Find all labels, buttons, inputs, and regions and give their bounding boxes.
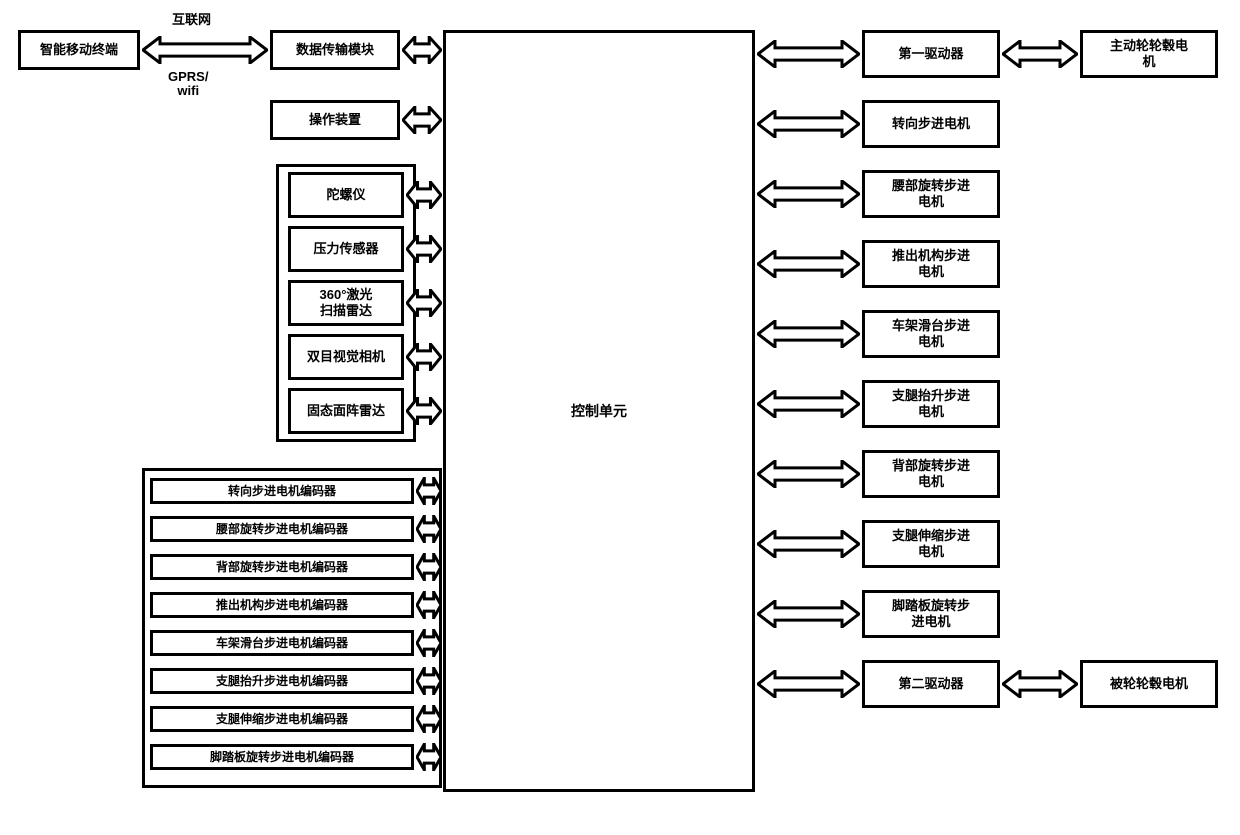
encoder-box-1: 腰部旋转步进电机编码器	[150, 516, 414, 542]
right-box-7: 支腿伸缩步进电机	[862, 520, 1000, 568]
left-upper-arrow-1	[402, 106, 442, 134]
right-arrow-l-8	[757, 600, 860, 628]
sensor-arrow-1	[406, 235, 442, 263]
encoder-box-5: 支腿抬升步进电机编码器	[150, 668, 414, 694]
right-extra-arrow-9	[1002, 670, 1078, 698]
right-extra-box-0: 主动轮轮毂电机	[1080, 30, 1218, 78]
right-arrow-l-7	[757, 530, 860, 558]
encoder-box-7: 脚踏板旋转步进电机编码器	[150, 744, 414, 770]
right-arrow-l-0	[757, 40, 860, 68]
encoder-arrow-0	[416, 477, 442, 505]
sensor-box-2: 360°激光扫描雷达	[288, 280, 404, 326]
encoder-arrow-4	[416, 629, 442, 657]
sensor-arrow-4	[406, 397, 442, 425]
encoder-arrow-7	[416, 743, 442, 771]
right-box-6: 背部旋转步进电机	[862, 450, 1000, 498]
left-upper-arrow-0	[402, 36, 442, 64]
annotation-gprs-wifi: GPRS/wifi	[168, 70, 208, 99]
sensor-arrow-0	[406, 181, 442, 209]
encoder-box-2: 背部旋转步进电机编码器	[150, 554, 414, 580]
right-extra-box-9: 被轮轮毂电机	[1080, 660, 1218, 708]
right-box-8: 脚踏板旋转步进电机	[862, 590, 1000, 638]
encoder-arrow-5	[416, 667, 442, 695]
left-upper-box-1: 操作装置	[270, 100, 400, 140]
sensor-box-1: 压力传感器	[288, 226, 404, 272]
right-arrow-l-9	[757, 670, 860, 698]
right-arrow-l-4	[757, 320, 860, 348]
right-box-9: 第二驱动器	[862, 660, 1000, 708]
right-box-5: 支腿抬升步进电机	[862, 380, 1000, 428]
right-box-1: 转向步进电机	[862, 100, 1000, 148]
sensor-arrow-3	[406, 343, 442, 371]
sensor-box-4: 固态面阵雷达	[288, 388, 404, 434]
right-box-0: 第一驱动器	[862, 30, 1000, 78]
right-arrow-l-6	[757, 460, 860, 488]
arrow-terminal-to-module	[142, 36, 268, 64]
right-arrow-l-3	[757, 250, 860, 278]
right-extra-arrow-0	[1002, 40, 1078, 68]
encoder-box-6: 支腿伸缩步进电机编码器	[150, 706, 414, 732]
right-arrow-l-1	[757, 110, 860, 138]
right-box-2: 腰部旋转步进电机	[862, 170, 1000, 218]
central-control-unit: 控制单元	[443, 30, 755, 792]
annotation-internet: 互联网	[172, 13, 211, 27]
smart-terminal-box: 智能移动终端	[18, 30, 140, 70]
right-arrow-l-5	[757, 390, 860, 418]
sensor-box-3: 双目视觉相机	[288, 334, 404, 380]
encoder-arrow-1	[416, 515, 442, 543]
sensor-arrow-2	[406, 289, 442, 317]
right-arrow-l-2	[757, 180, 860, 208]
encoder-box-0: 转向步进电机编码器	[150, 478, 414, 504]
encoder-arrow-3	[416, 591, 442, 619]
right-box-4: 车架滑台步进电机	[862, 310, 1000, 358]
encoder-arrow-2	[416, 553, 442, 581]
left-upper-box-0: 数据传输模块	[270, 30, 400, 70]
sensor-box-0: 陀螺仪	[288, 172, 404, 218]
encoder-box-3: 推出机构步进电机编码器	[150, 592, 414, 618]
right-box-3: 推出机构步进电机	[862, 240, 1000, 288]
encoder-box-4: 车架滑台步进电机编码器	[150, 630, 414, 656]
encoder-arrow-6	[416, 705, 442, 733]
